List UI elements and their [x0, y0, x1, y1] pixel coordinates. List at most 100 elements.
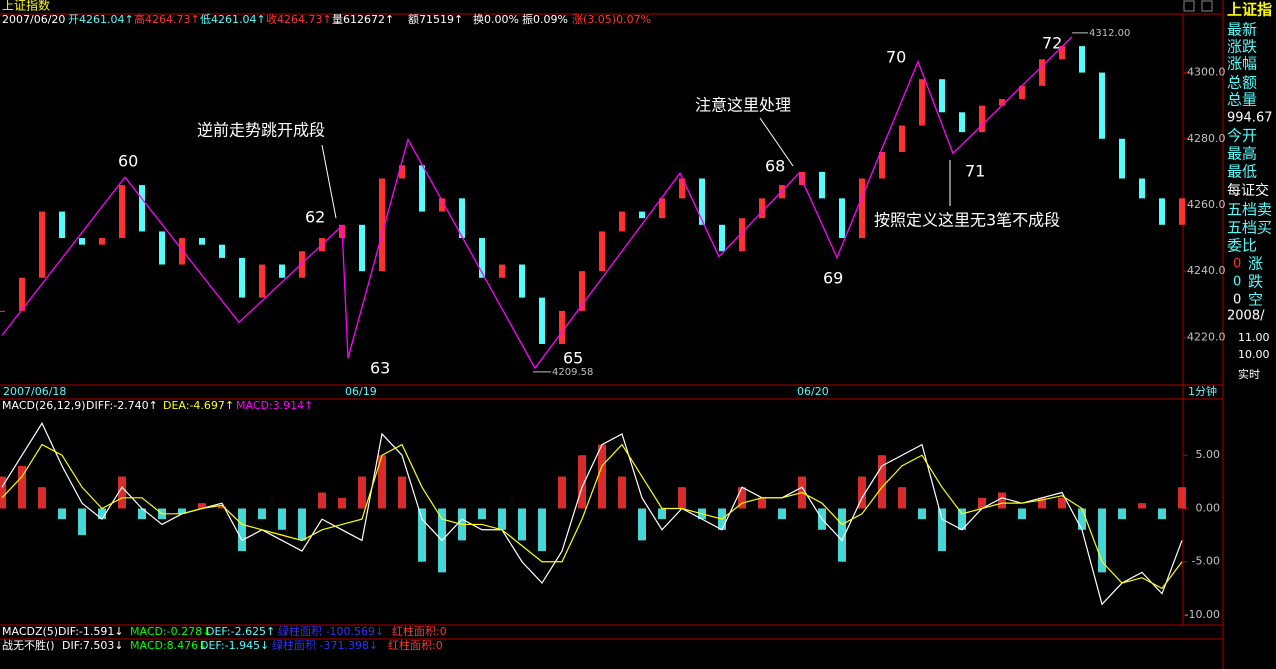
date-label: 2007/06/18: [3, 385, 66, 398]
annotations: 60 62 63 65 68 69 70 71 72 逆前走势跳开成段 注意这里…: [118, 34, 1062, 378]
zigzag-line: [1, 36, 1073, 370]
footer-text: DEF:-1.945↓: [200, 639, 269, 652]
histogram-bar: [758, 497, 766, 509]
histogram-bar: [378, 455, 386, 509]
annotation: 69: [823, 269, 843, 288]
histogram-bar: [418, 508, 426, 562]
histogram-bar: [1118, 508, 1126, 520]
histogram-bar: [958, 508, 966, 530]
extreme-label: 4312.00: [1089, 28, 1130, 39]
side-tab[interactable]: 每证交: [1227, 182, 1269, 199]
candle: [399, 165, 405, 179]
frame: [0, 0, 1224, 669]
date-label: 06/19: [345, 385, 377, 398]
side-label: 最低: [1227, 163, 1257, 181]
arrow: [759, 117, 794, 167]
candle: [1099, 72, 1105, 139]
macd-name: MACD(26,12,9): [2, 399, 86, 412]
header-high: 高4264.73↑: [134, 12, 200, 26]
header-date: 2007/06/20: [2, 13, 65, 26]
macd-macd: MACD:3.914↑: [236, 399, 313, 412]
histogram-bar: [18, 465, 26, 509]
candle: [839, 198, 845, 239]
footer-text: 红柱面积:0: [388, 638, 443, 652]
histogram-bar: [298, 508, 306, 541]
candle: [99, 238, 105, 245]
histogram-bar: [1098, 508, 1106, 573]
candle: [719, 224, 725, 252]
side-label: 今开: [1227, 127, 1257, 145]
candle: [159, 231, 165, 265]
side-value: 0: [1233, 257, 1241, 272]
period-button[interactable]: 1分钟: [1188, 384, 1217, 398]
side-label: 涨幅: [1227, 55, 1257, 73]
candle: [539, 297, 545, 344]
title: 上证指数: [2, 0, 50, 13]
header-close: 收4264.73↑: [266, 12, 332, 26]
annotation: 逆前走势跳开成段: [197, 121, 325, 140]
histogram-bar: [318, 492, 326, 509]
annotation: 62: [305, 208, 325, 227]
candle: [279, 264, 285, 278]
candle: [819, 171, 825, 199]
histogram-bar: [658, 508, 666, 520]
candle: [639, 211, 645, 219]
footer-text: 红柱面积:0: [392, 624, 447, 638]
annotation: 注意这里处理: [695, 96, 791, 115]
y-tick-label: 4220.0: [1187, 330, 1226, 343]
histogram-bar: [198, 503, 206, 509]
header-amount: 额71519↑: [408, 13, 463, 26]
histogram-bar: [1038, 497, 1046, 509]
header-open: 开4261.04↑: [68, 13, 134, 26]
candle: [0, 310, 5, 312]
candle: [479, 238, 485, 278]
annotation: 60: [118, 152, 138, 171]
y-tick-label: -10.00: [1185, 608, 1220, 621]
histogram-bar: [1138, 503, 1146, 509]
side-label: 最新: [1227, 21, 1257, 39]
side-value: 0: [1233, 275, 1241, 290]
histogram-bar: [238, 508, 246, 552]
candle: [19, 277, 25, 311]
histogram-bar: [398, 476, 406, 509]
y-tick-label: -5.00: [1192, 555, 1220, 568]
histogram-bar: [0, 476, 6, 509]
candle: [219, 244, 225, 258]
histogram-bar: [1018, 508, 1026, 520]
candle: [499, 264, 505, 278]
histogram-bar: [498, 508, 506, 530]
footer-text: DIF:7.503↓: [62, 639, 124, 652]
side-label: 委比: [1227, 237, 1257, 255]
side-label: 最高: [1227, 145, 1257, 163]
annotation: 70: [886, 48, 906, 67]
side-label: 总额: [1227, 74, 1257, 92]
candle: [1039, 59, 1045, 86]
candle: [999, 99, 1005, 106]
candle: [199, 238, 205, 245]
y-tick-label: 4280.0: [1187, 132, 1226, 145]
candle: [419, 165, 425, 212]
histogram-bar: [938, 508, 946, 552]
histogram-bar: [598, 444, 606, 509]
side-label: 五档买: [1227, 219, 1272, 237]
candle: [119, 185, 125, 239]
candle: [1139, 178, 1145, 199]
candle: [919, 79, 925, 126]
y-tick-label: 4260.0: [1187, 198, 1226, 211]
header-volume: 量612672↑: [332, 13, 394, 26]
candle: [879, 152, 885, 179]
histogram-bar: [1078, 508, 1086, 530]
candle: [619, 211, 625, 232]
candle: [579, 271, 585, 311]
extreme-label: 4209.58: [552, 367, 593, 378]
candle: [1019, 85, 1025, 100]
candle: [359, 224, 365, 272]
histogram-bar: [58, 508, 66, 520]
histogram-bar: [578, 455, 586, 509]
histogram-bar: [278, 508, 286, 530]
histogram-bar: [898, 487, 906, 509]
arrow: [321, 144, 337, 219]
histogram-bar: [738, 487, 746, 509]
candle: [439, 198, 445, 212]
side-panel: 上证指 最新 涨跌 涨幅 总额 总量 994.67 今开 最高 最低 每证交 五…: [1227, 1, 1273, 382]
